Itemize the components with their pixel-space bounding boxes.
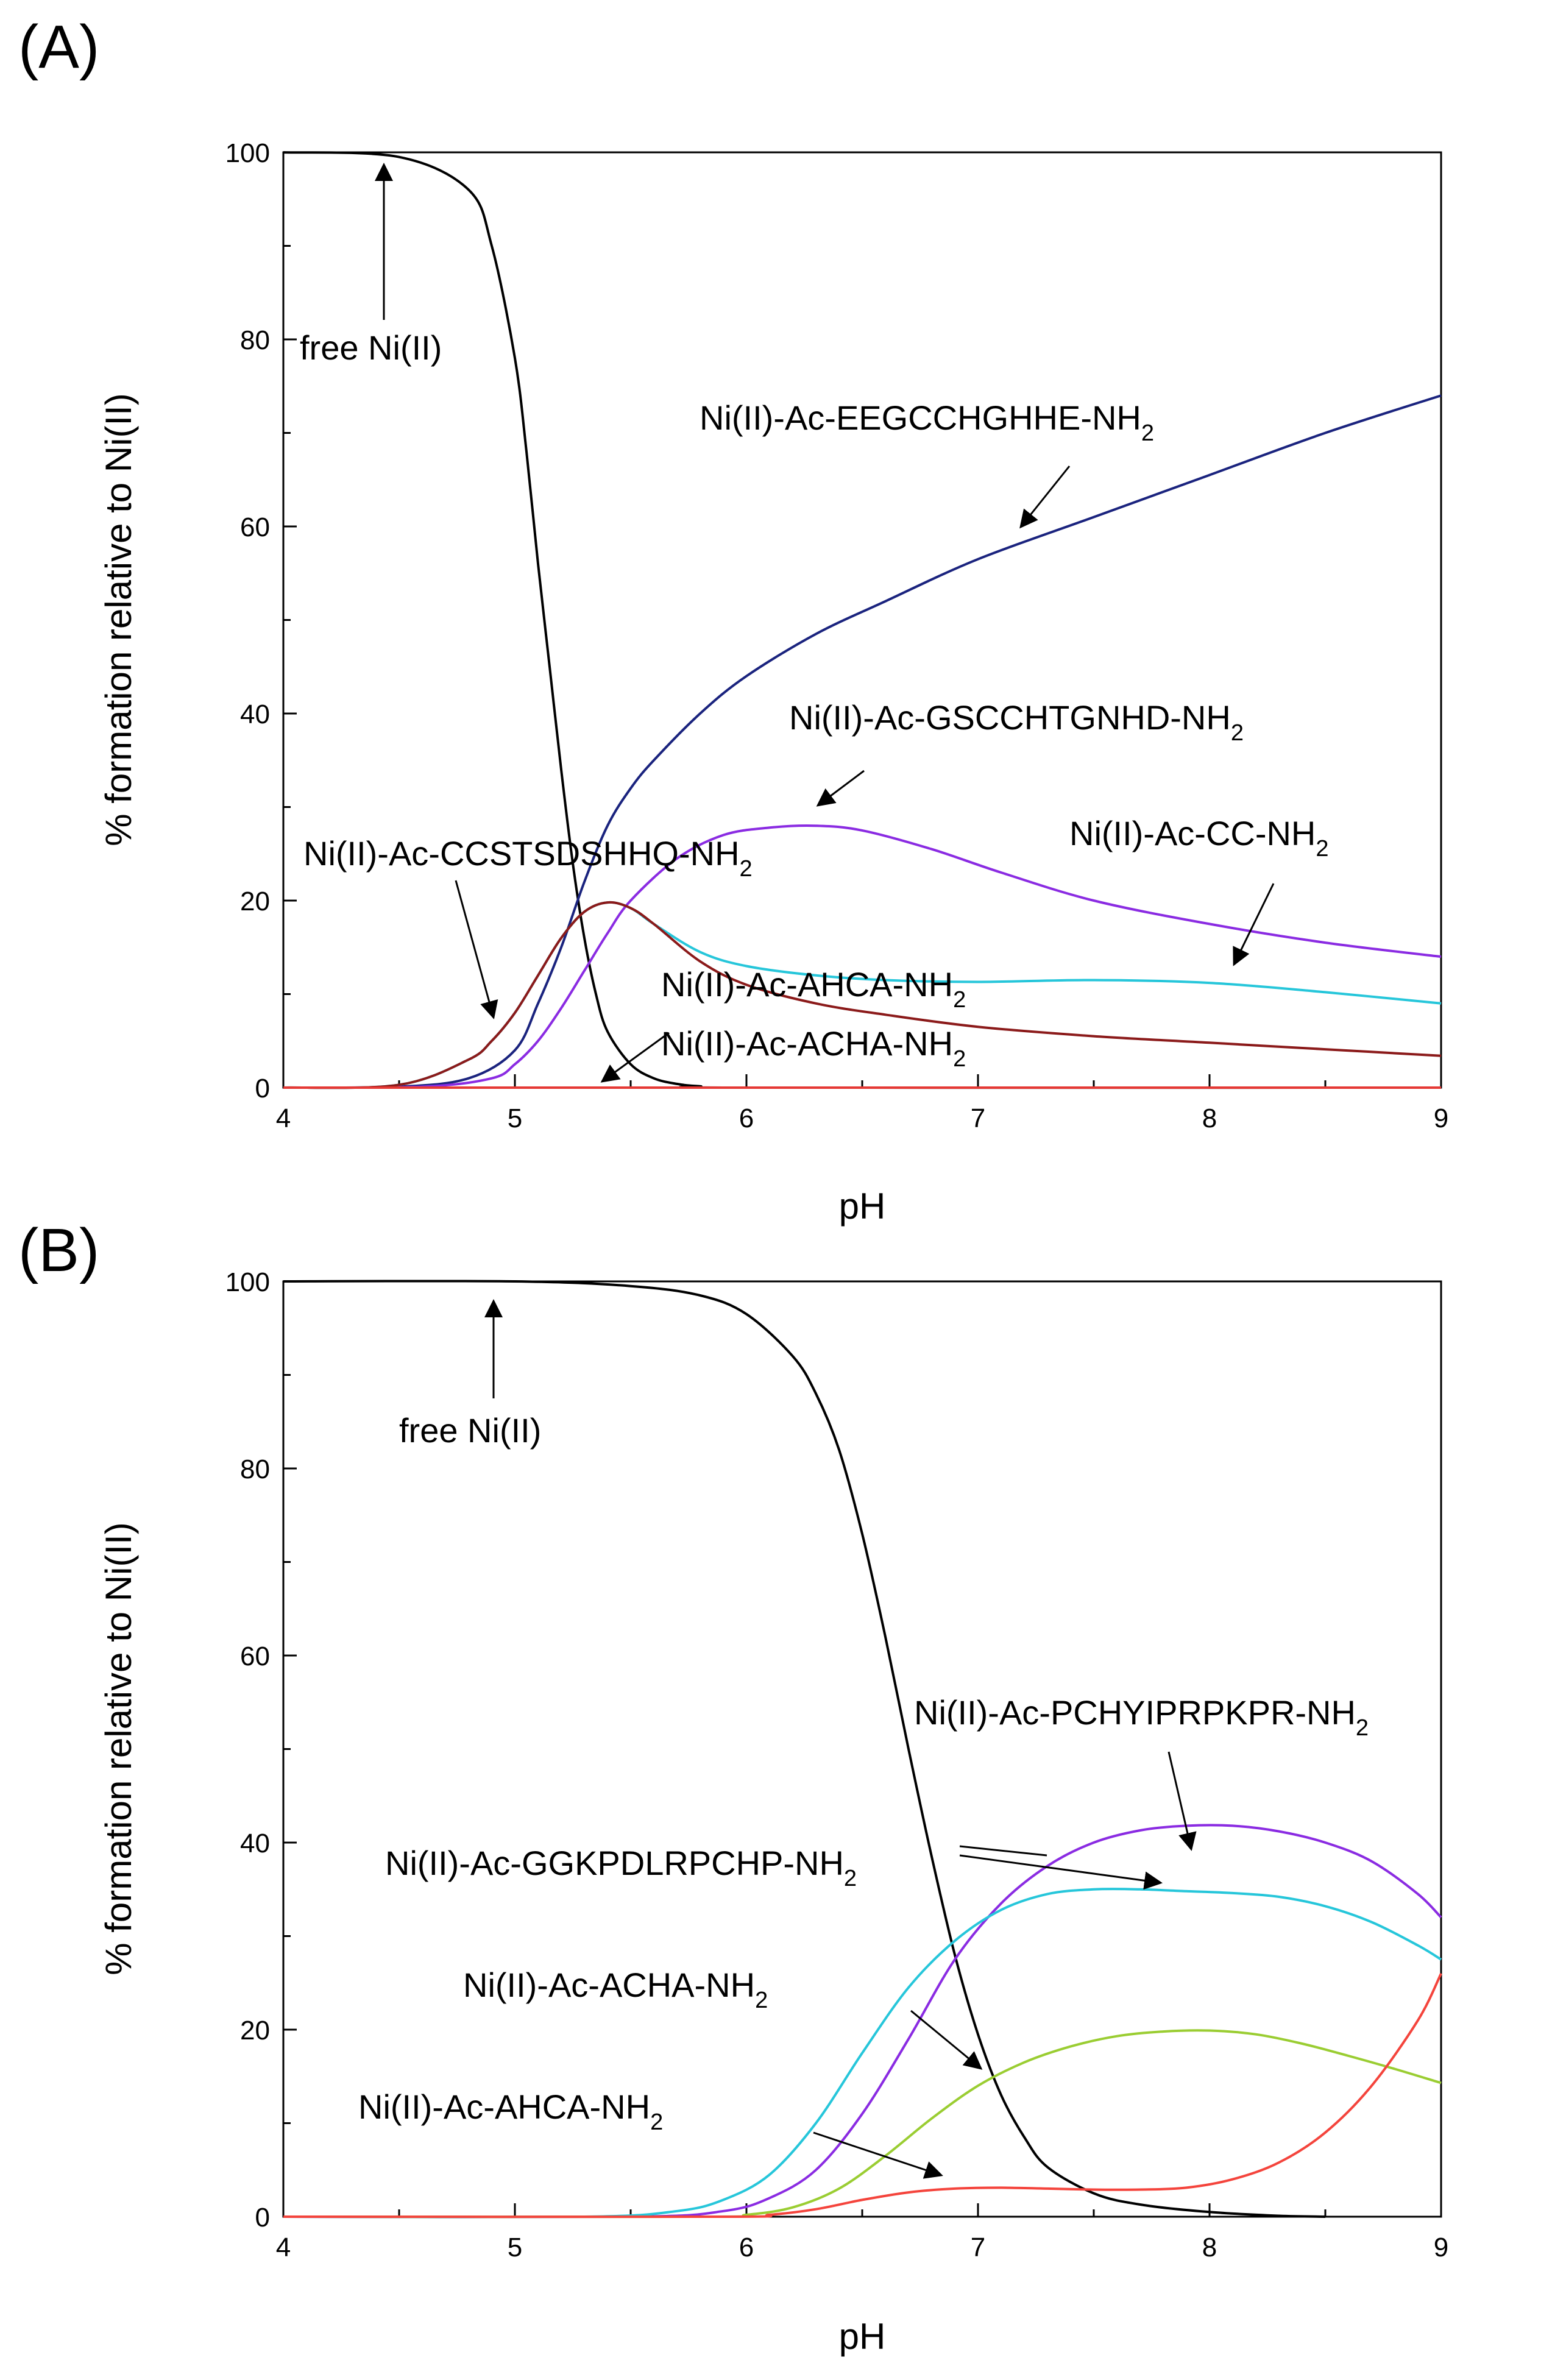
arrow-b-acha	[910, 2010, 983, 2070]
y-tick-label: 40	[240, 1829, 270, 1858]
x-tick-label: 5	[508, 2233, 522, 2262]
annot-a-eeg-main: Ni(II)-Ac-EEGCCHGHHE-NH	[700, 398, 1141, 437]
series-group-b	[283, 1280, 1442, 2219]
annot-a-ccs: Ni(II)-Ac-CCSTSDSHHQ-NH2	[303, 834, 753, 882]
series-line-ni-ii-ac-ahca-nh2	[283, 1973, 1442, 2219]
annot-a-ahca: Ni(II)-Ac-AHCA-NH2	[661, 965, 966, 1013]
axis-ticks-a: 4 5 6 7 8 9 0 20 40 60 80 100	[225, 138, 1449, 1133]
series-line-ni-ii-ac-ccstsdshhq-nh2	[283, 901, 1442, 1089]
x-tick-label: 6	[739, 2233, 754, 2262]
annot-b-acha: Ni(II)-Ac-ACHA-NH2	[463, 1966, 768, 2013]
x-axis-title-a: pH	[839, 1186, 886, 1227]
x-tick-label: 5	[508, 1103, 522, 1133]
x-tick-label: 7	[971, 1103, 985, 1133]
x-tick-label: 4	[276, 2233, 291, 2262]
y-axis-title-b: % formation relative to Ni(II)	[98, 1522, 139, 1975]
panel-label-b: (B)	[18, 1216, 100, 1284]
annot-a-ahca-main: Ni(II)-Ac-AHCA-NH	[661, 965, 953, 1004]
x-axis-title-b: pH	[839, 2316, 886, 2357]
arrow-b-ggk-2	[959, 1854, 1163, 1890]
axis-ticks-b: 4 5 6 7 8 9 0 20 40 60 80 100	[225, 1267, 1449, 2262]
arrow-a-ccs	[455, 880, 498, 1019]
y-axis-title-a: % formation relative to Ni(II)	[98, 393, 139, 846]
arrow-b-ggk	[959, 1845, 1047, 1857]
annot-b-ggk-main: Ni(II)-Ac-GGKPDLRPCHP-NH	[385, 1844, 844, 1882]
series-line-free-ni-ii-	[283, 151, 1442, 1089]
y-tick-label: 80	[240, 325, 270, 355]
annot-b-pch-main: Ni(II)-Ac-PCHYIPRPKPR-NH	[914, 1693, 1356, 1732]
arrow-a-cc	[1233, 883, 1275, 966]
chart-panel-a: 4 5 6 7 8 9 0 20 40 60 80 100 pH % formation relati…	[98, 138, 1448, 1227]
annot-a-gsc-sub: 2	[1231, 720, 1244, 746]
series-line-ni-ii-ac-pchyiprpkpr-nh2	[283, 1824, 1442, 2219]
x-tick-label: 4	[276, 1103, 291, 1133]
annot-b-acha-main: Ni(II)-Ac-ACHA-NH	[463, 1966, 755, 2004]
annot-a-eeg: Ni(II)-Ac-EEGCCHGHHE-NH2	[700, 398, 1154, 446]
arrow-a-eeg	[1019, 466, 1071, 529]
annot-b-ggk-sub: 2	[844, 1866, 857, 1891]
series-group-a	[283, 151, 1442, 1089]
arrow-b-pch	[1167, 1751, 1197, 1851]
annot-a-free-ni: free Ni(II)	[300, 328, 442, 367]
annot-a-acha-sub: 2	[953, 1046, 966, 1072]
x-tick-label: 8	[1202, 2233, 1217, 2262]
annot-b-free-ni: free Ni(II)	[399, 1411, 541, 1450]
annot-a-ccs-main: Ni(II)-Ac-CCSTSDSHHQ-NH	[303, 834, 740, 873]
annot-b-ahca-main: Ni(II)-Ac-AHCA-NH	[358, 2088, 650, 2126]
annot-b-pch: Ni(II)-Ac-PCHYIPRPKPR-NH2	[914, 1693, 1369, 1741]
arrow-b-ahca	[813, 2131, 943, 2179]
y-tick-label: 0	[255, 1074, 270, 1103]
annot-a-gsc-main: Ni(II)-Ac-GSCCHTGNHD-NH	[789, 698, 1231, 737]
series-line-ni-ii-ac-gscchtgnhd-nh2	[283, 824, 1442, 1089]
y-tick-label: 80	[240, 1454, 270, 1484]
y-tick-label: 0	[255, 2203, 270, 2233]
annot-b-ahca: Ni(II)-Ac-AHCA-NH2	[358, 2088, 663, 2135]
annot-a-cc-sub: 2	[1316, 836, 1328, 862]
arrow-a-acha	[600, 1032, 670, 1083]
annot-b-ahca-sub: 2	[650, 2109, 663, 2135]
annot-b-ggk: Ni(II)-Ac-GGKPDLRPCHP-NH2	[385, 1844, 857, 1891]
annot-a-eeg-sub: 2	[1141, 420, 1154, 446]
annot-a-ahca-sub: 2	[953, 987, 966, 1013]
annot-a-cc-main: Ni(II)-Ac-CC-NH	[1069, 814, 1316, 852]
x-tick-label: 7	[971, 2233, 985, 2262]
panel-label-a: (A)	[18, 13, 100, 81]
series-line-ni-ii-ac-eegcchghhe-nh2	[283, 394, 1442, 1089]
y-tick-label: 60	[240, 512, 270, 542]
y-tick-label: 40	[240, 699, 270, 729]
x-tick-label: 8	[1202, 1103, 1217, 1133]
annot-a-cc: Ni(II)-Ac-CC-NH2	[1069, 814, 1329, 862]
chart-panel-b: 4 5 6 7 8 9 0 20 40 60 80 100 pH % formation relati…	[98, 1267, 1448, 2357]
x-tick-label: 6	[739, 1103, 754, 1133]
annot-b-pch-sub: 2	[1356, 1715, 1369, 1741]
y-tick-label: 100	[225, 1267, 270, 1297]
arrow-a-gsc	[816, 770, 865, 807]
series-line-ni-ii-ac-ggkpdlrpchp-nh2	[283, 1888, 1442, 2219]
annot-a-gsc: Ni(II)-Ac-GSCCHTGNHD-NH2	[789, 698, 1244, 746]
annot-a-acha-main: Ni(II)-Ac-ACHA-NH	[661, 1024, 953, 1063]
annot-a-acha: Ni(II)-Ac-ACHA-NH2	[661, 1024, 966, 1072]
plot-frame-a	[282, 151, 1442, 1089]
series-line-free-ni-ii-	[283, 1280, 1326, 2218]
y-tick-label: 20	[240, 887, 270, 916]
annot-a-ccs-sub: 2	[740, 856, 753, 882]
x-tick-label: 9	[1434, 1103, 1448, 1133]
x-tick-label: 9	[1434, 2233, 1448, 2262]
y-tick-label: 100	[225, 138, 270, 168]
y-tick-label: 20	[240, 2016, 270, 2045]
annot-b-acha-sub: 2	[755, 1988, 768, 2013]
y-tick-label: 60	[240, 1642, 270, 1671]
